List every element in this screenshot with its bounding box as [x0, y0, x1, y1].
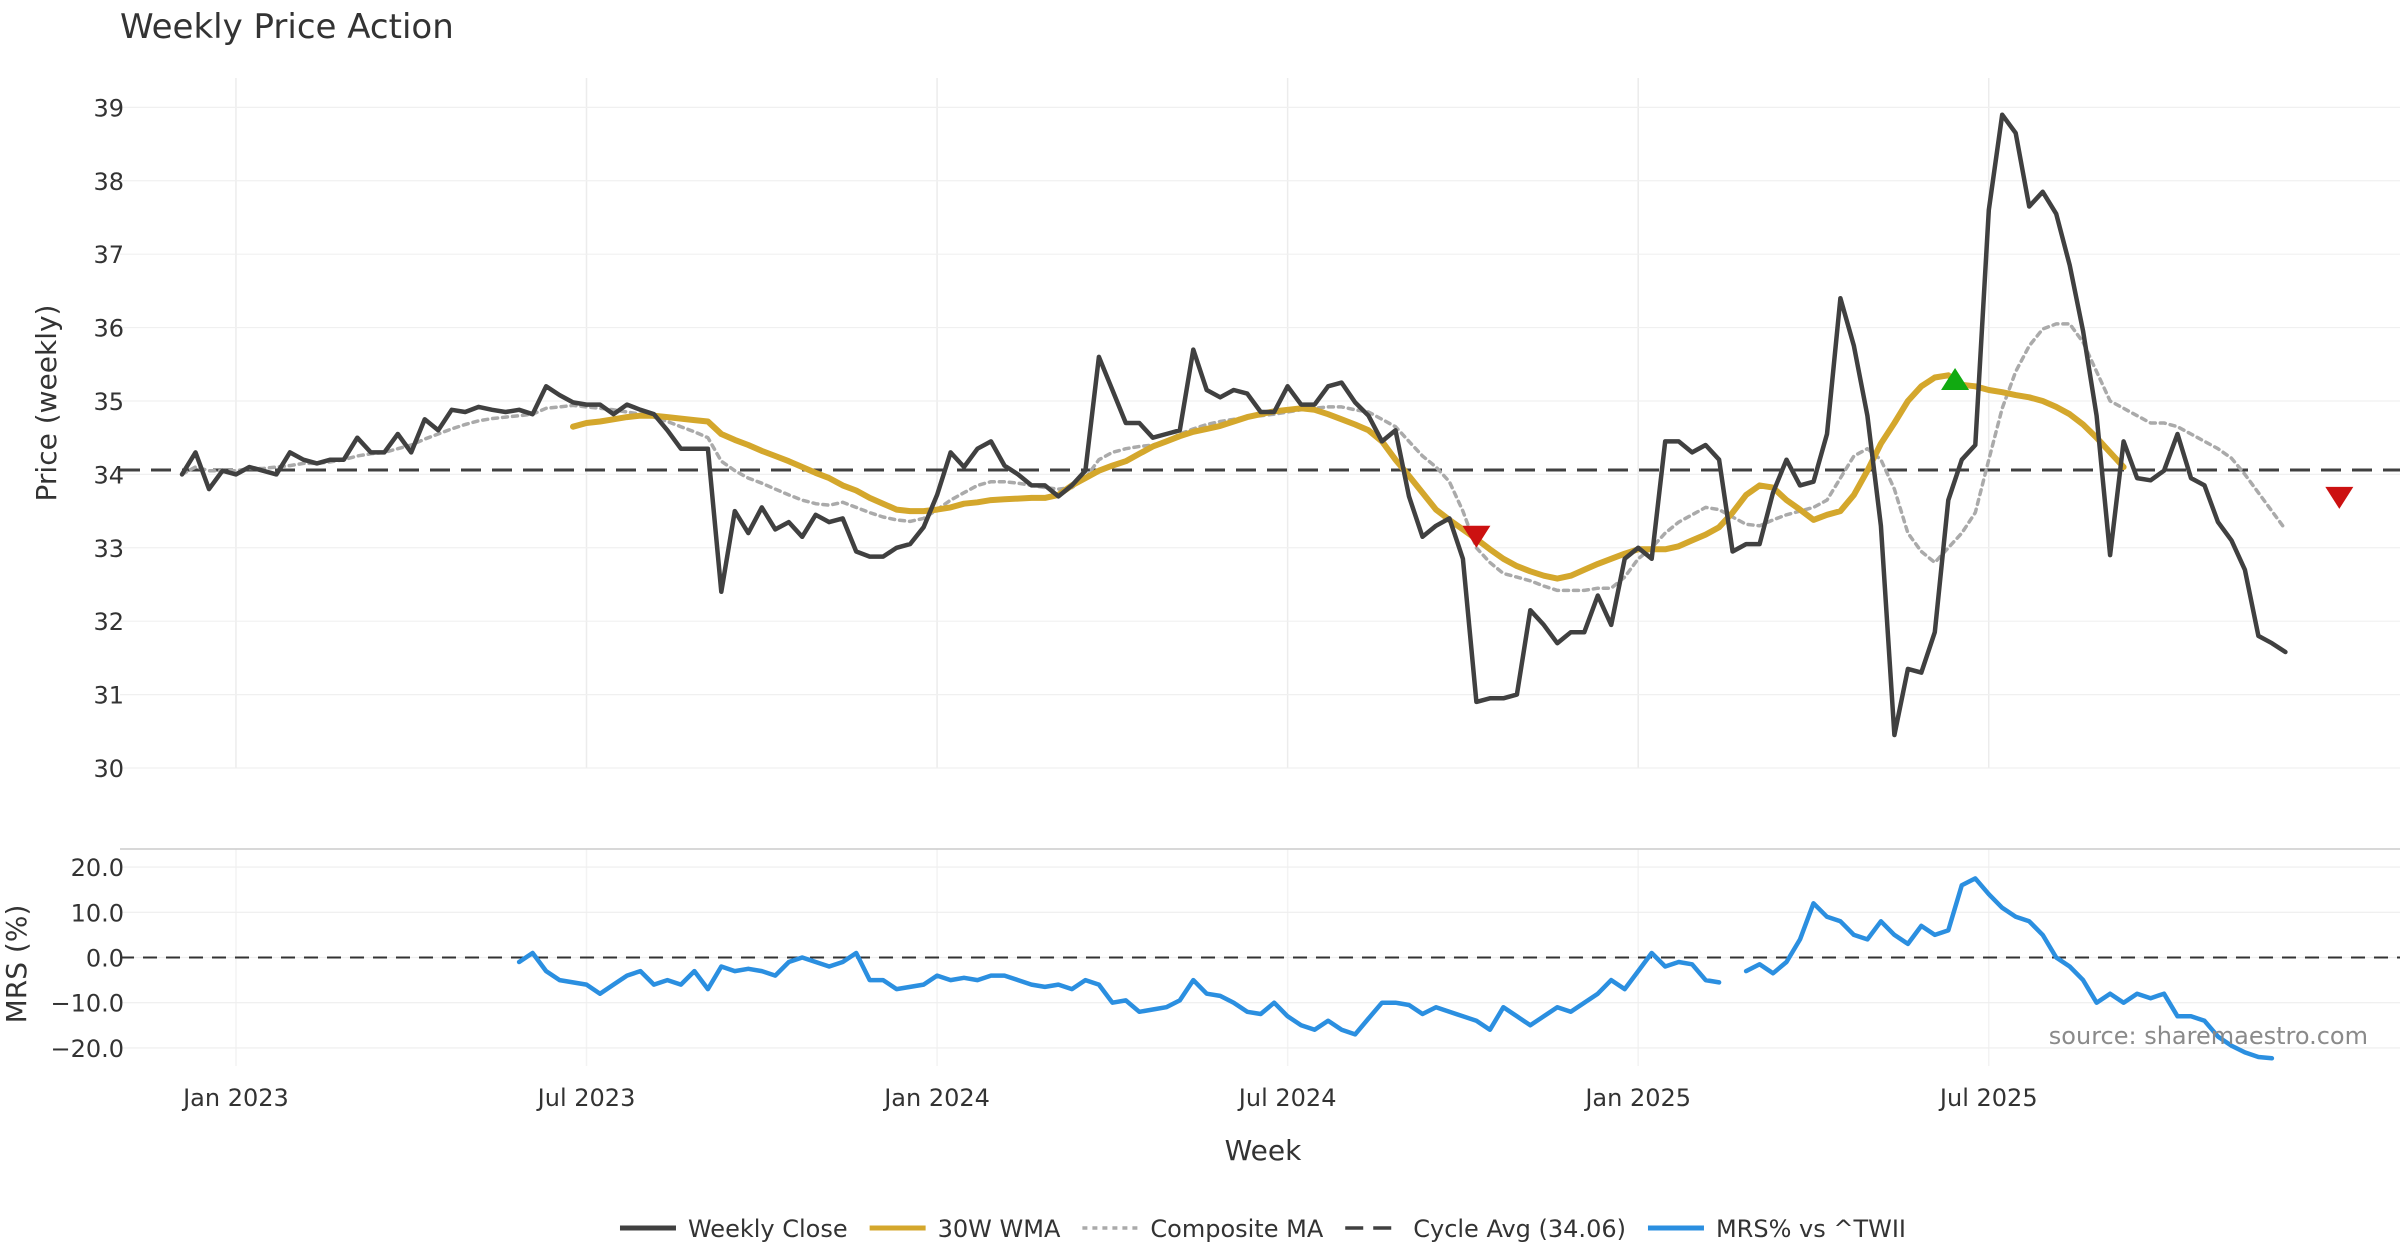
mrs-line: [516, 950, 1722, 1037]
mrs-y-ticks: 20.0 10.0 0.0 −10.0 −20.0: [50, 854, 124, 1063]
composite-ma-line: [180, 322, 2288, 593]
mrs-y-tick-label: −20.0: [50, 1035, 124, 1063]
price-y-tick-label: 36: [93, 315, 124, 343]
x-tick-label: Jan 2023: [181, 1084, 289, 1112]
price-y-tick-label: 39: [93, 94, 124, 122]
sell-signal-marker: [2325, 486, 2354, 509]
sell-signal-marker: [1462, 525, 1491, 548]
legend-item-label: MRS% vs ^TWII: [1716, 1215, 1906, 1243]
price-y-tick-label: 34: [93, 461, 124, 489]
x-tick-label: Jan 2024: [882, 1084, 990, 1112]
x-tick-label: Jul 2025: [1938, 1084, 2038, 1112]
legend-item-label: Cycle Avg (34.06): [1413, 1215, 1626, 1243]
x-tick-label: Jan 2025: [1583, 1084, 1691, 1112]
mrs-series: [120, 876, 2400, 1061]
price-y-tick-label: 33: [93, 535, 124, 563]
legend-item-label: Weekly Close: [688, 1215, 848, 1243]
price-y-ticks: 30 31 32 33 34 35 36 37 38 39: [93, 94, 124, 783]
mrs-y-tick-label: 10.0: [71, 899, 124, 927]
price-y-tick-label: 35: [93, 388, 124, 416]
legend: Weekly Close 30W WMA Composite MA Cycle Avg…: [619, 1215, 1906, 1243]
mrs-y-axis-label: MRS (%): [0, 905, 33, 1024]
mrs-y-tick-label: 0.0: [86, 945, 124, 973]
mrs-y-tick-label: −10.0: [50, 990, 124, 1018]
mrs-line: [1743, 876, 2275, 1061]
price-series: [120, 112, 2400, 738]
signal-markers: [1462, 367, 2354, 548]
x-axis-label: Week: [1225, 1134, 1302, 1167]
x-ticks: Jan 2023 Jul 2023 Jan 2024 Jul 2024 Jan 2025…: [181, 1084, 2037, 1112]
price-y-tick-label: 31: [93, 682, 124, 710]
mrs-y-tick-label: 20.0: [71, 854, 124, 882]
buy-signal-marker: [1941, 367, 1970, 390]
x-tick-label: Jul 2023: [536, 1084, 636, 1112]
price-y-tick-label: 30: [93, 755, 124, 783]
legend-item-label: Composite MA: [1150, 1215, 1323, 1243]
price-y-tick-label: 38: [93, 168, 124, 196]
wma-30w-line: [570, 372, 2127, 582]
price-y-axis-label: Price (weekly): [30, 305, 63, 502]
price-y-tick-label: 37: [93, 241, 124, 269]
price-grid: [120, 78, 2400, 769]
source-note: source: sharemaestro.com: [2049, 1022, 2368, 1050]
x-tick-label: Jul 2024: [1237, 1084, 1337, 1112]
price-y-tick-label: 32: [93, 608, 124, 636]
chart-title: Weekly Price Action: [120, 7, 454, 47]
weekly-close-line: [179, 112, 2288, 738]
legend-item-label: 30W WMA: [938, 1215, 1061, 1243]
